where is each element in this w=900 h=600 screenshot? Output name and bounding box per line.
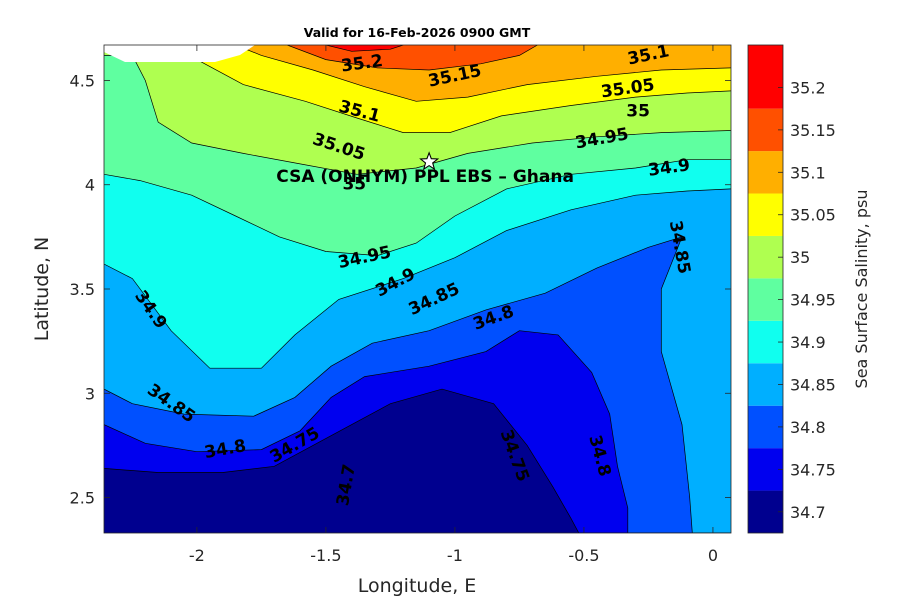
x-tick-label: -1.5 — [310, 546, 341, 565]
colorbar-segment — [748, 490, 783, 533]
site-star-marker — [419, 151, 440, 171]
colorbar-label: Sea Surface Salinity, psu — [852, 190, 871, 389]
chart-title: Valid for 16-Feb-2026 0900 GMT — [304, 25, 531, 40]
x-tick-label: -0.5 — [568, 546, 599, 565]
y-tick-label: 3.5 — [70, 280, 95, 299]
contour-line-35.2 — [325, 45, 404, 52]
colorbar-segment — [748, 448, 783, 491]
contour-line-35 — [104, 55, 731, 175]
contour-line-34.75 — [104, 388, 731, 533]
colorbar-tick-label: 34.7 — [790, 503, 826, 522]
colorbar-tick-label: 35.1 — [790, 163, 826, 182]
contour-label: 35 — [342, 175, 366, 195]
colorbar-frame — [747, 44, 784, 534]
colorbar-segment — [748, 193, 783, 236]
contour-band-35.1 — [104, 45, 731, 102]
y-tick-label: 3 — [85, 384, 95, 403]
contour-line-34.9 — [104, 188, 731, 369]
contour-plot-area — [104, 45, 731, 533]
y-tick-label: 4.5 — [70, 71, 95, 90]
land-mask — [104, 45, 255, 62]
colorbar-segment — [748, 108, 783, 152]
contour-line-34.95 — [104, 159, 731, 256]
x-tick-label: 0 — [708, 546, 718, 565]
contour-label: 35 — [626, 102, 650, 122]
contour-line-34.8 — [104, 330, 731, 533]
site-label: CSA (ONHYM) PPL EBS – Ghana — [276, 167, 574, 187]
y-axis-label: Latitude, N — [31, 237, 53, 342]
colorbar-tick-label: 34.8 — [790, 418, 826, 437]
colorbar-segment — [748, 320, 783, 364]
x-axis-label: Longitude, E — [358, 575, 477, 597]
contour-band-35.15 — [104, 45, 731, 70]
colorbar-tick-label: 35 — [790, 248, 810, 267]
x-tick-label: -2 — [189, 546, 205, 565]
colorbar-segment — [748, 151, 783, 194]
contour-line-34.85 — [104, 236, 731, 533]
colorbar-tick-label: 35.2 — [790, 78, 826, 97]
contour-line-35.15 — [287, 45, 538, 71]
colorbar-segment — [748, 405, 783, 449]
colorbar-tick-label: 34.75 — [790, 460, 836, 479]
colorbar-segment — [748, 45, 783, 109]
colorbar-segment — [748, 278, 783, 321]
colorbar: 34.7 34.75 34.8 34.85 34.9 34.95 35 35.05 35.1 35… — [747, 44, 836, 534]
colorbar-segment — [748, 235, 783, 279]
colorbar-tick-label: 35.15 — [790, 121, 836, 140]
colorbar-segment — [748, 363, 783, 406]
x-tick-label: -1 — [447, 546, 463, 565]
y-axis: 2.5 3 3.5 4 4.5 — [70, 71, 731, 508]
y-tick-label: 4 — [85, 176, 95, 195]
colorbar-tick-label: 34.95 — [790, 291, 836, 310]
colorbar-tick-label: 34.85 — [790, 375, 836, 394]
colorbar-tick-label: 34.9 — [790, 333, 826, 352]
y-tick-label: 2.5 — [70, 489, 95, 508]
x-axis: -2 -1.5 -1 -0.5 0 — [189, 45, 718, 565]
colorbar-tick-label: 35.05 — [790, 206, 836, 225]
contour-line-35.1 — [235, 45, 731, 102]
